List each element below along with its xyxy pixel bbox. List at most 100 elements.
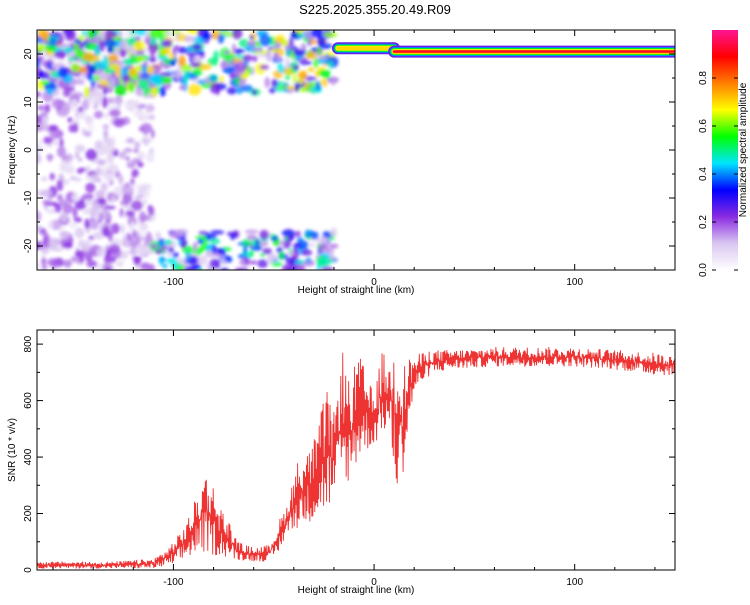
heatmap-cell: [74, 199, 87, 210]
heatmap-cell: [51, 62, 65, 69]
heatmap-cell: [188, 62, 202, 68]
heatmap-cell: [192, 241, 198, 252]
heatmap-cell: [192, 55, 202, 64]
heatmap-cell: [143, 126, 148, 137]
heatmap-cell: [119, 250, 129, 260]
heatmap-cell: [180, 64, 193, 74]
heatmap-cell: [155, 231, 162, 240]
heatmap-cell: [64, 165, 75, 174]
heatmap-cell: [130, 100, 141, 108]
heatmap-cell: [268, 87, 276, 94]
heatmap-cell: [294, 259, 305, 265]
heatmap-cell: [85, 175, 93, 181]
heatmap-cell: [316, 47, 321, 55]
heatmap-cell: [226, 87, 237, 95]
heatmap-cell: [114, 84, 127, 97]
heatmap-cell: [126, 137, 135, 144]
heatmap-cell: [95, 209, 101, 222]
heatmap-cell: [183, 266, 192, 270]
heatmap-cell: [109, 243, 120, 253]
heatmap-cell: [47, 258, 59, 267]
heatmap-cell: [328, 60, 334, 69]
heatmap-cell: [294, 230, 301, 238]
heatmap-cell: [169, 59, 176, 67]
heatmap-cell: [47, 220, 54, 230]
heatmap-cell: [318, 69, 331, 77]
heatmap-cell: [257, 259, 268, 268]
heatmap-cell: [64, 241, 73, 249]
heatmap-cell: [118, 151, 127, 160]
heatmap-x-label: Height of straight line (km): [298, 285, 415, 296]
heatmap-cell: [39, 70, 44, 79]
heatmap-cell: [106, 153, 115, 164]
heatmap-cell: [158, 241, 166, 248]
heatmap-cell: [86, 123, 95, 135]
heatmap-cell: [113, 117, 125, 128]
heatmap-cell: [146, 151, 155, 163]
heatmap-cell: [87, 65, 97, 74]
heatmap-cell: [158, 256, 165, 266]
heatmap-cell: [251, 89, 258, 96]
heatmap-cell: [176, 32, 181, 38]
heatmap-cell: [213, 50, 219, 62]
heatmap-cell: [243, 244, 248, 254]
heatmap-cell: [234, 48, 245, 54]
heatmap-tone: [331, 42, 675, 58]
colorbar-ticks: 0.0 0.2 0.4 0.6 0.8: [698, 71, 738, 277]
heatmap-cell: [168, 247, 175, 253]
heatmap-cell: [77, 239, 86, 249]
heatmap-cell: [319, 257, 334, 265]
heatmap-cell: [195, 235, 208, 241]
heatmap-cell: [96, 84, 109, 90]
heatmap-cell: [235, 61, 248, 73]
heatmap-cell: [285, 57, 290, 69]
heatmap-cell: [148, 42, 159, 54]
heatmap-cell: [56, 146, 66, 158]
heatmap-cell: [70, 98, 79, 111]
heatmap-cell: [42, 115, 49, 122]
heatmap-cell: [320, 266, 334, 270]
heatmap-cell: [61, 159, 74, 168]
heatmap-cell: [57, 66, 68, 78]
heatmap-cell: [98, 40, 105, 52]
heatmap-cell: [192, 43, 203, 51]
heatmap-cell: [210, 230, 225, 235]
heatmap-cell: [41, 250, 47, 258]
heatmap-cell: [48, 124, 59, 132]
heatmap-cell: [145, 104, 155, 113]
heatmap-cell: [62, 203, 74, 214]
heatmap-cell: [242, 54, 254, 62]
heatmap-cell: [38, 139, 43, 145]
colorbar-tick-label: 0.4: [698, 167, 709, 181]
heatmap-cell: [37, 57, 41, 69]
heatmap-cell: [37, 146, 45, 152]
x-tick-label: 100: [566, 277, 583, 288]
heatmap-cell: [168, 52, 175, 60]
heatmap-cell: [79, 255, 85, 263]
heatmap-cell: [72, 191, 78, 201]
heatmap-cell: [95, 51, 101, 57]
snr-x-label: Height of straight line (km): [298, 585, 415, 596]
heatmap-cell: [76, 168, 84, 174]
heatmap-cell: [150, 243, 159, 249]
heatmap-cell: [115, 260, 124, 267]
heatmap-cell: [280, 39, 289, 47]
heatmap-cell: [300, 87, 309, 93]
heatmap-cell: [37, 262, 41, 269]
snr-frame: [36, 329, 676, 571]
heatmap-cell: [73, 216, 83, 223]
y-tick-label: 0: [23, 147, 34, 153]
heatmap-cell: [292, 64, 299, 71]
heatmap-cell: [107, 78, 116, 90]
heatmap-cell: [110, 223, 121, 234]
heatmap-cell: [315, 80, 322, 91]
y-tick-label: 400: [23, 448, 34, 465]
heatmap-cell: [93, 110, 104, 119]
heatmap-cell: [125, 210, 135, 217]
heatmap-cell: [97, 197, 107, 205]
heatmap-cell: [149, 38, 157, 45]
heatmap-cell: [64, 30, 74, 38]
heatmap-cell: [106, 46, 114, 54]
heatmap-cell: [328, 243, 339, 249]
heatmap-cell: [47, 153, 52, 163]
